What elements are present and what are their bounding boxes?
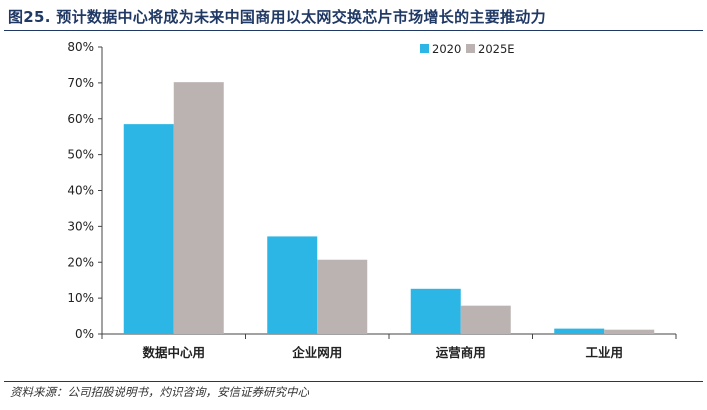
bar-2020-工业用 <box>554 328 605 334</box>
bar-2025E-数据中心用 <box>173 82 224 334</box>
bar-2025E-工业用 <box>604 329 655 334</box>
y-tick-label: 10% <box>67 291 94 305</box>
y-tick-label: 70% <box>67 76 94 90</box>
bar-chart: 0% 10% 20% 30% 40% 50% 60% 70% 80% 数据中心用 企业网用 运营商用… <box>67 40 677 360</box>
y-tick-label: 50% <box>67 148 94 162</box>
bars-group <box>123 82 655 334</box>
bar-2020-运营商用 <box>410 288 461 334</box>
y-tick-label: 20% <box>67 255 94 269</box>
x-category-label: 企业网用 <box>291 345 342 360</box>
y-axis: 0% 10% 20% 30% 40% 50% 60% 70% 80% <box>67 40 103 341</box>
x-axis: 数据中心用 企业网用 运营商用 工业用 <box>101 333 677 360</box>
source-note: 资料来源：公司招股说明书，灼识咨询，安信证券研究中心 <box>10 385 309 399</box>
bar-2020-数据中心用 <box>123 124 174 334</box>
source-divider <box>4 381 703 382</box>
x-category-label: 工业用 <box>585 345 623 360</box>
x-category-label: 数据中心用 <box>141 345 205 360</box>
legend-swatch <box>420 44 429 53</box>
legend-label: 2025E <box>478 42 515 56</box>
bar-2020-企业网用 <box>267 236 318 334</box>
y-tick-label: 80% <box>67 40 94 54</box>
bar-2025E-运营商用 <box>460 305 511 334</box>
legend-swatch <box>466 44 475 53</box>
bar-2025E-企业网用 <box>317 259 368 334</box>
x-category-label: 运营商用 <box>436 345 486 360</box>
y-tick-label: 40% <box>67 184 94 198</box>
y-tick-label: 0% <box>75 327 94 341</box>
title-divider <box>4 30 703 31</box>
legend-label: 2020 <box>432 42 461 56</box>
chart-title: 图25. 预计数据中心将成为未来中国商用以太网交换芯片市场增长的主要推动力 <box>8 8 546 26</box>
y-tick-label: 30% <box>67 219 94 233</box>
legend: 2020 2025E <box>420 42 515 56</box>
y-tick-label: 60% <box>67 112 94 126</box>
